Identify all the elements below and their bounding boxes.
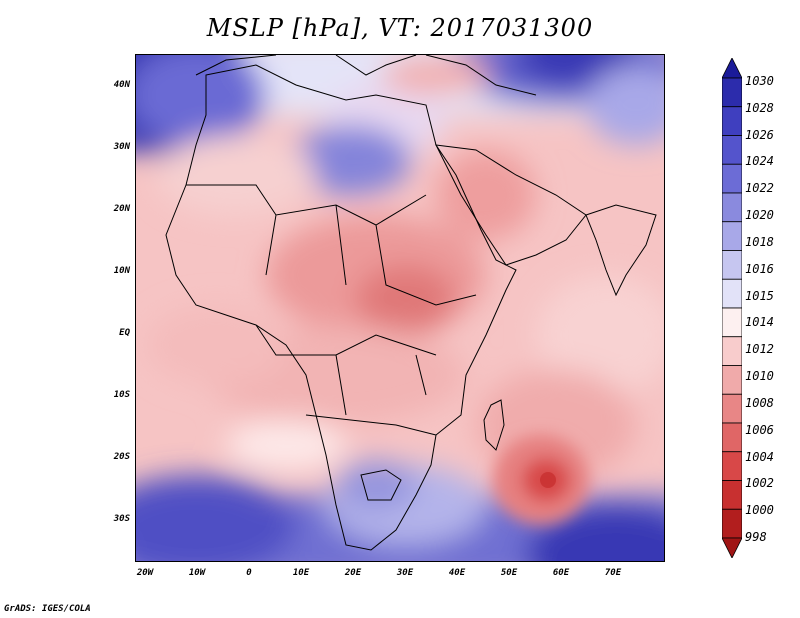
colorbar-segment [722,336,742,366]
colorbar-segment [722,365,742,395]
colorbar-segment [722,393,742,424]
y-tick-label: 20S [113,452,130,462]
colorbar-segment [722,77,742,108]
x-tick-label: 20E [344,568,362,578]
chart-title: MSLP [hPa], VT: 2017031300 [206,14,594,42]
colorbar-label: 1020 [745,208,774,223]
colorbar-segment [722,250,742,280]
x-tick-label: 10E [292,568,310,578]
colorbar-label: 1022 [745,181,774,196]
colorbar-label: 1015 [745,288,774,303]
colorbar-label: 1018 [745,234,774,249]
colorbar [722,58,742,558]
x-tick-label: 50E [500,568,518,578]
y-tick-label: 30S [113,514,130,524]
colorbar-segment [722,480,742,510]
colorbar-label: 1010 [745,369,774,384]
x-tick-label: 20W [136,568,154,578]
y-tick-label: 10S [113,390,130,400]
colorbar-label: 1006 [745,422,774,437]
colorbar-label: 1028 [745,100,774,115]
colorbar-label: 1030 [745,74,774,88]
colorbar-segment [722,422,742,453]
colorbar-segment [722,451,742,481]
colorbar-label: 1004 [745,449,774,464]
colorbar-label: 1024 [745,154,774,169]
colorbar-label: 1008 [745,395,774,410]
credit-text: GrADS: IGES/COLA [4,604,91,614]
x-tick-label: 0 [246,568,252,578]
colorbar-label: 1002 [745,476,774,491]
colorbar-segment [722,106,742,136]
y-tick-label: EQ [119,328,130,338]
colorbar-segment [722,135,742,165]
colorbar-label: 1016 [745,261,774,276]
colorbar-segment [722,278,742,309]
colorbar-label: 1026 [745,127,774,142]
y-tick-label: 20N [113,204,130,214]
x-tick-label: 70E [604,568,622,578]
y-tick-label: 40N [113,80,130,90]
colorbar-segment [722,508,742,539]
y-tick-label: 10N [113,266,130,276]
colorbar-segment [722,307,742,338]
colorbar-label: 1000 [745,503,774,518]
pressure-map [136,55,664,561]
map-frame [135,54,665,562]
colorbar-label: 998 [745,530,767,544]
colorbar-segment [722,192,742,223]
colorbar-segment [722,221,742,251]
colorbar-segment [722,163,742,194]
y-tick-label: 30N [113,142,130,152]
colorbar-segment [722,537,742,558]
x-tick-label: 60E [552,568,570,578]
x-tick-label: 30E [396,568,414,578]
x-tick-label: 10W [188,568,206,578]
colorbar-label: 1014 [745,315,774,330]
x-tick-label: 40E [448,568,466,578]
colorbar-segment [722,58,742,79]
colorbar-label: 1012 [745,342,774,357]
